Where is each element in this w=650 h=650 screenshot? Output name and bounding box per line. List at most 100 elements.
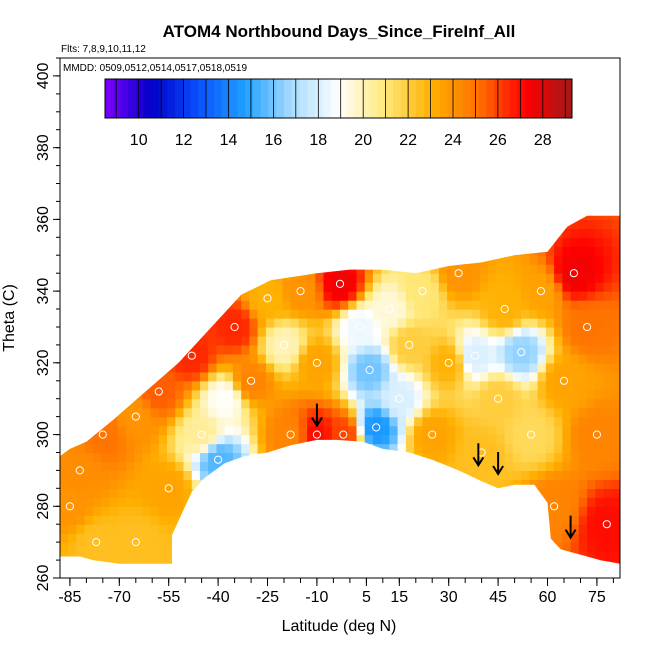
field-cell [570, 282, 580, 292]
field-cell [397, 371, 407, 382]
field-cell [570, 353, 580, 364]
field-cell [92, 282, 102, 292]
field-cell [200, 264, 209, 274]
field-cell [504, 488, 514, 498]
field-cell [331, 479, 341, 489]
field-cell [274, 470, 283, 480]
field-cell [323, 398, 333, 409]
field-cell [455, 300, 465, 310]
field-cell [274, 264, 283, 274]
field-cell [545, 506, 555, 516]
field-cell [455, 398, 465, 409]
field-cell [447, 452, 456, 463]
field-cell [68, 425, 77, 436]
field-cell [562, 237, 572, 247]
field-cell [232, 318, 242, 328]
x-tick-label: -40 [207, 589, 230, 606]
field-cell [480, 318, 489, 328]
field-cell [134, 291, 143, 301]
field-cell [447, 524, 456, 534]
field-cell [570, 380, 580, 391]
field-cell [562, 443, 572, 454]
x-tick-label: -70 [108, 589, 131, 606]
field-cell [480, 398, 489, 409]
field-cell [323, 318, 333, 328]
colorbar-segment [408, 79, 417, 118]
field-cell [307, 353, 316, 364]
field-cell [364, 264, 374, 274]
field-cell [159, 569, 168, 579]
field-cell [142, 309, 152, 319]
field-cell [430, 479, 440, 489]
field-cell [331, 551, 341, 561]
field-cell [109, 237, 119, 247]
field-cell [611, 246, 620, 256]
field-cell [216, 398, 226, 409]
field-cell [249, 452, 259, 463]
field-cell [101, 228, 110, 238]
field-cell [232, 560, 242, 564]
field-cell [480, 264, 489, 274]
field-cell [488, 416, 497, 427]
colorbar-segment [198, 79, 207, 118]
field-cell [92, 362, 102, 373]
field-cell [282, 237, 292, 247]
field-cell [381, 371, 390, 382]
field-cell [68, 389, 77, 400]
field-cell [372, 470, 382, 480]
field-cell [389, 416, 399, 427]
field-cell [496, 461, 506, 471]
field-cell [290, 533, 300, 543]
field-cell [331, 560, 341, 564]
field-cell [183, 335, 193, 346]
field-cell [200, 380, 209, 391]
field-cell [191, 407, 201, 418]
field-cell [158, 407, 168, 418]
field-cell [480, 551, 489, 561]
field-cell [266, 201, 275, 211]
field-cell [529, 470, 539, 480]
field-cell [290, 515, 300, 525]
field-cell [331, 434, 341, 445]
colorbar-segment [540, 79, 550, 118]
field-cell [595, 551, 605, 561]
field-cell [438, 425, 448, 436]
field-cell [191, 228, 201, 238]
field-cell [529, 479, 539, 489]
field-cell [232, 215, 242, 220]
field-cell [505, 569, 514, 579]
field-cell [389, 344, 399, 355]
field-cell [496, 318, 506, 328]
field-cell [578, 398, 588, 409]
field-cell [134, 389, 143, 400]
field-cell [109, 416, 119, 427]
field-cell [331, 237, 341, 247]
colorbar-segment [315, 79, 324, 118]
field-cell [307, 551, 316, 561]
field-cell [570, 335, 580, 346]
field-cell [257, 380, 267, 391]
field-cell [142, 497, 152, 507]
field-cell [529, 542, 539, 552]
field-cell [611, 524, 620, 534]
field-cell [512, 237, 522, 247]
field-cell [364, 380, 374, 391]
colorbar-segment [400, 79, 410, 118]
field-cell [554, 497, 563, 507]
field-cell [257, 219, 267, 229]
field-cell [290, 282, 300, 292]
field-cell [142, 461, 152, 471]
field-cell [389, 560, 399, 564]
field-cell [323, 434, 333, 445]
field-cell [504, 542, 514, 552]
field-cell [471, 318, 481, 328]
field-cell [101, 452, 110, 463]
field-cell [397, 425, 407, 436]
field-cell [307, 425, 316, 436]
field-cell [430, 470, 440, 480]
field-cell [216, 560, 226, 564]
field-cell [142, 335, 152, 346]
field-cell [447, 264, 456, 274]
field-cell [175, 219, 185, 229]
field-cell [405, 228, 415, 238]
